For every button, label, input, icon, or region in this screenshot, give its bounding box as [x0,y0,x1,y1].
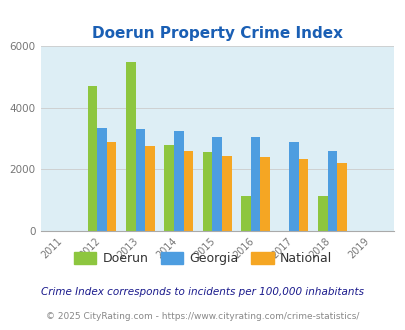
Bar [337,163,346,231]
Legend: Doerun, Georgia, National: Doerun, Georgia, National [68,247,337,270]
Bar [145,146,154,231]
Bar [164,145,174,231]
Bar [250,137,260,231]
Bar [241,196,250,231]
Bar [222,155,231,231]
Bar [174,131,183,231]
Bar [87,86,97,231]
Bar [212,137,222,231]
Bar [298,159,308,231]
Bar [202,152,212,231]
Bar [126,62,135,231]
Title: Doerun Property Crime Index: Doerun Property Crime Index [92,26,342,41]
Bar [183,151,193,231]
Bar [327,151,337,231]
Bar [260,157,269,231]
Text: Crime Index corresponds to incidents per 100,000 inhabitants: Crime Index corresponds to incidents per… [41,287,364,297]
Bar [288,142,298,231]
Bar [107,142,116,231]
Bar [317,196,327,231]
Bar [135,129,145,231]
Text: © 2025 CityRating.com - https://www.cityrating.com/crime-statistics/: © 2025 CityRating.com - https://www.city… [46,312,359,321]
Bar [97,128,107,231]
